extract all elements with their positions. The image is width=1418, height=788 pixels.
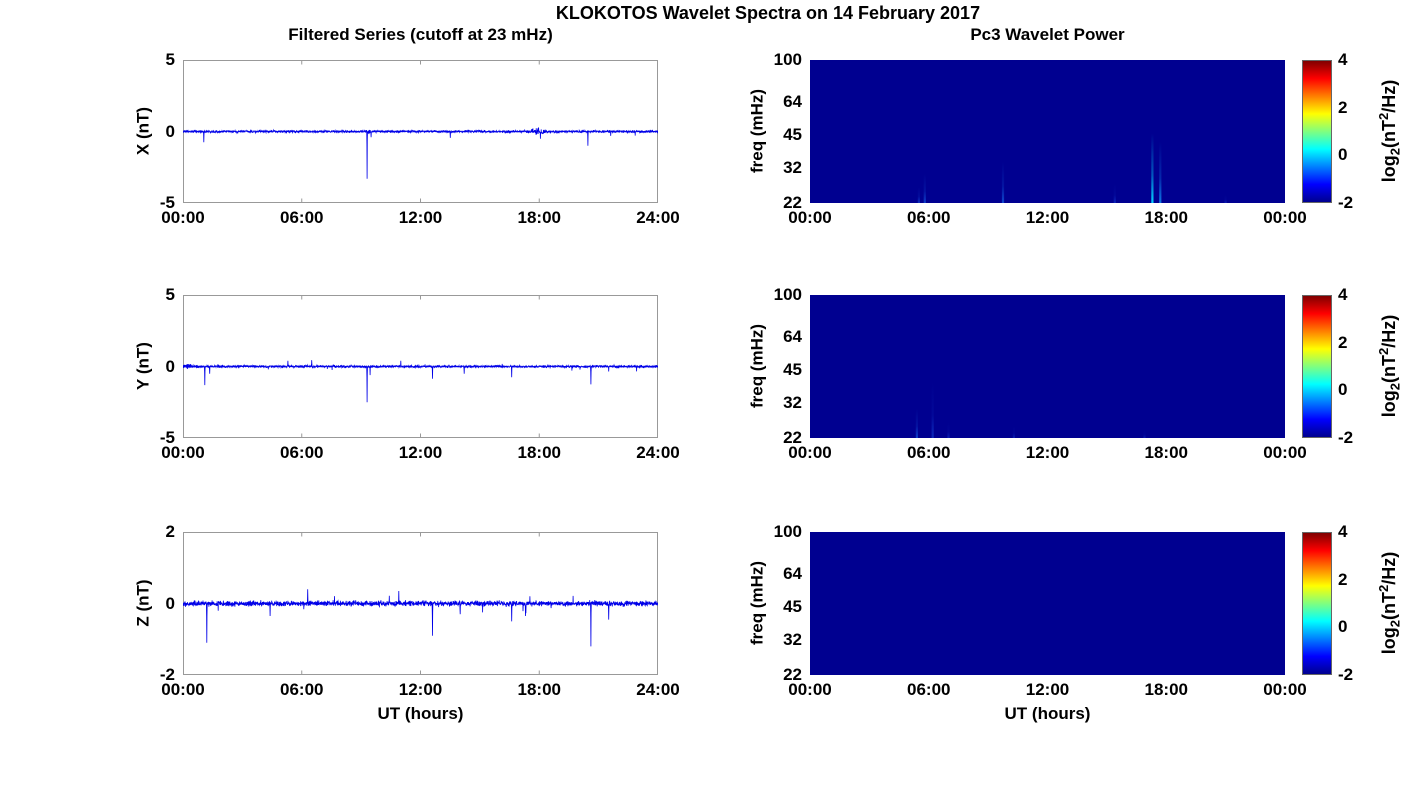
colorbar-label-2: log2(nT2/Hz)	[1376, 314, 1403, 418]
tick-label: 00:00	[788, 680, 832, 699]
right-column-title: Pc3 Wavelet Power	[970, 25, 1125, 44]
tick-label: -2	[1338, 428, 1354, 447]
tick-label: 00:00	[1263, 680, 1307, 699]
tick-label: 0	[1338, 380, 1348, 400]
tick-label: 5	[165, 50, 175, 69]
tick-label: 18:00	[1144, 208, 1188, 227]
tick-label: -2	[1338, 193, 1354, 212]
spectrogram-panel-y	[810, 295, 1285, 438]
colorbar-z	[1302, 532, 1332, 675]
tick-label: 12:00	[1025, 208, 1070, 227]
tick-label: 06:00	[280, 208, 324, 227]
left-column-title: Filtered Series (cutoff at 23 mHz)	[288, 25, 553, 44]
tick-label: 24:00	[636, 443, 680, 462]
tick-label: 00:00	[161, 443, 205, 462]
tick-label: -5	[159, 428, 175, 447]
tick-label: 00:00	[788, 208, 832, 227]
tick-label: 18:00	[517, 443, 561, 462]
tick-label: 12:00	[398, 680, 443, 699]
tick-label: 4	[1338, 50, 1348, 69]
colorbar-label-3: log2(nT2/Hz)	[1376, 551, 1403, 655]
tick-label: 100	[773, 522, 802, 541]
tick-label: 2	[1338, 569, 1348, 589]
tick-label: -2	[1338, 665, 1354, 684]
tick-label: 100	[773, 285, 802, 304]
figure-title: KLOKOTOS Wavelet Spectra on 14 February …	[555, 3, 981, 23]
tick-label: 45	[783, 597, 802, 617]
x-axis-label-left: UT (hours)	[377, 704, 464, 723]
x-axis-label-right: UT (hours)	[1004, 704, 1091, 723]
tick-label: 24:00	[636, 208, 680, 227]
tick-label: 2	[1338, 332, 1348, 352]
tick-label: 0	[165, 593, 175, 613]
tick-label: 4	[1338, 285, 1348, 304]
tick-label: 12:00	[398, 208, 443, 227]
tick-label: 32	[783, 157, 802, 177]
tick-label: 12:00	[1025, 680, 1070, 699]
tick-label: 32	[783, 629, 802, 649]
colorbar-x	[1302, 60, 1332, 203]
tick-label: 0	[165, 356, 175, 376]
tick-label: 2	[1338, 97, 1348, 117]
tick-label: 100	[773, 50, 802, 69]
tick-label: -2	[159, 665, 175, 684]
tick-label: 06:00	[907, 443, 951, 462]
tick-label: 00:00	[1263, 208, 1307, 227]
tick-label: 64	[783, 327, 802, 347]
tick-label: 5	[165, 285, 175, 304]
tick-label: -5	[159, 193, 175, 212]
tick-label: 00:00	[1263, 443, 1307, 462]
tick-label: 18:00	[517, 680, 561, 699]
tick-label: 22	[783, 665, 802, 684]
tick-label: 06:00	[907, 680, 951, 699]
tick-label: 00:00	[788, 443, 832, 462]
tick-label: 24:00	[636, 680, 680, 699]
tick-label: 45	[783, 125, 802, 145]
tick-label: 06:00	[907, 208, 951, 227]
tick-label: 32	[783, 392, 802, 412]
tick-label: 06:00	[280, 680, 324, 699]
tick-label: 45	[783, 360, 802, 380]
tick-label: 64	[783, 92, 802, 112]
tick-label: 00:00	[161, 680, 205, 699]
tick-label: 00:00	[161, 208, 205, 227]
timeseries-panel-x	[183, 60, 658, 203]
colorbar-label-1: log2(nT2/Hz)	[1376, 79, 1403, 183]
tick-label: 18:00	[517, 208, 561, 227]
tick-label: 18:00	[1144, 443, 1188, 462]
colorbar-y	[1302, 295, 1332, 438]
timeseries-panel-y	[183, 295, 658, 438]
tick-label: 0	[1338, 617, 1348, 637]
tick-label: 4	[1338, 522, 1348, 541]
tick-label: 64	[783, 564, 802, 584]
tick-label: 0	[1338, 145, 1348, 165]
tick-label: 12:00	[398, 443, 443, 462]
tick-label: 2	[165, 522, 175, 541]
tick-label: 22	[783, 428, 802, 447]
tick-label: 12:00	[1025, 443, 1070, 462]
spectrogram-panel-z	[810, 532, 1285, 675]
tick-label: 0	[165, 121, 175, 141]
timeseries-panel-z	[183, 532, 658, 675]
tick-label: 06:00	[280, 443, 324, 462]
spectrogram-panel-x	[810, 60, 1285, 203]
tick-label: 22	[783, 193, 802, 212]
tick-label: 18:00	[1144, 680, 1188, 699]
